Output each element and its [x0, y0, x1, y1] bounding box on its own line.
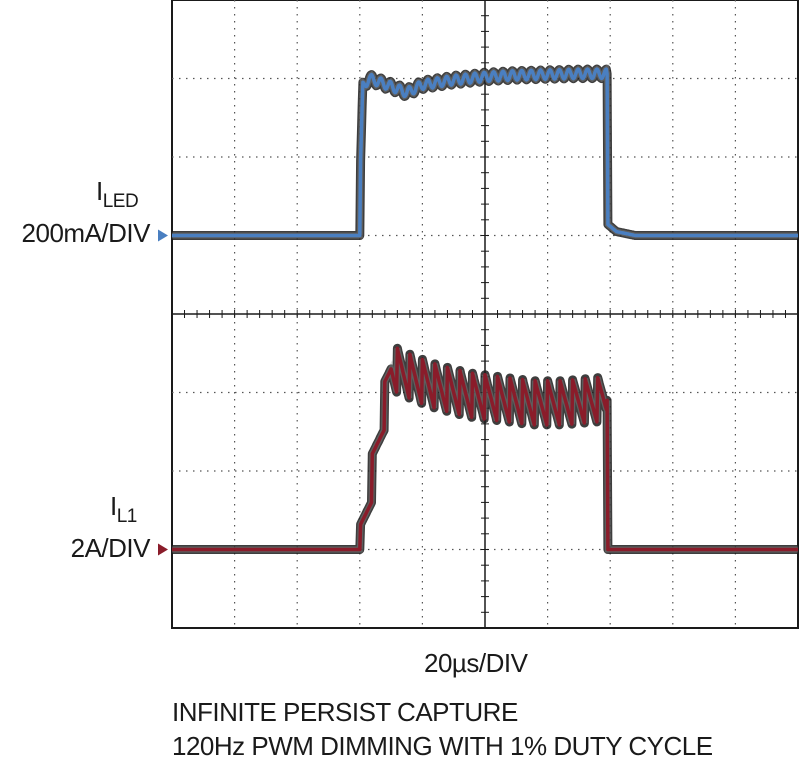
il1-name-sub: L1: [116, 506, 138, 527]
iled-name-sub: LED: [102, 191, 139, 212]
iled-name-main: I: [96, 176, 103, 206]
iled-trace: [171, 67, 799, 238]
caption-line-2: 120Hz PWM DIMMING WITH 1% DUTY CYCLE: [172, 731, 713, 761]
iled-scale-label: 200mA/DIV: [21, 218, 151, 248]
il1-channel-name: IL1: [110, 491, 137, 527]
il1-ground-marker: [158, 543, 168, 556]
il1-name-main: I: [110, 491, 117, 521]
il1-trace: [171, 346, 799, 552]
x-axis-label: 20µs/DIV: [424, 648, 528, 678]
il1-scale-label: 2A/DIV: [70, 533, 151, 563]
ground-markers: [158, 229, 168, 556]
grid: [171, 0, 798, 628]
traces: [168, 63, 800, 554]
caption-line-1: INFINITE PERSIST CAPTURE: [172, 697, 518, 727]
iled-ground-marker: [158, 229, 168, 242]
iled-channel-name: ILED: [96, 176, 139, 212]
